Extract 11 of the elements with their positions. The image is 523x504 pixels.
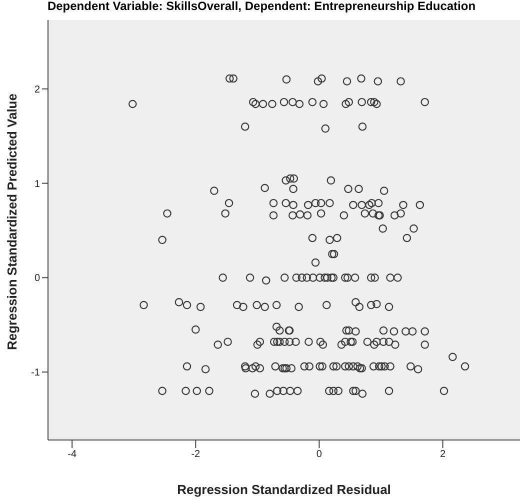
y-tick-label: 2 — [34, 84, 40, 96]
x-tick-label: 2 — [440, 449, 446, 460]
y-tick-label: 0 — [34, 273, 40, 284]
x-tick-label: -4 — [68, 449, 77, 460]
x-axis-title: Regression Standardized Residual — [177, 482, 391, 497]
chart-title: Dependent Variable: SkillsOverall, Dependent: Entrepreneurship Education — [46, 0, 477, 14]
y-axis-title: Regression Standardized Predicted Value — [4, 94, 20, 350]
x-tick-label: -2 — [191, 449, 201, 460]
y-tick-label: -1 — [31, 368, 40, 379]
y-tick-label: 1 — [34, 178, 40, 190]
x-tick-label: 0 — [316, 449, 322, 460]
